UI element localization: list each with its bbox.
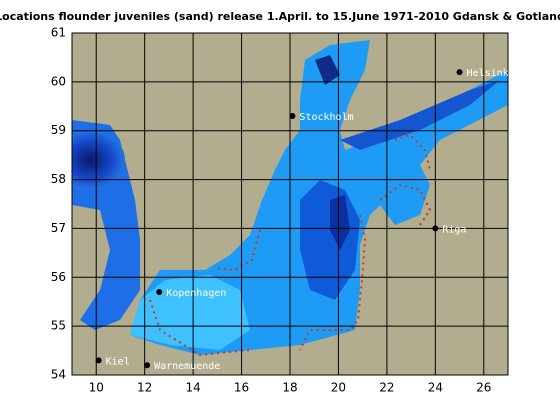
y-tick-label: 60 [51,74,66,88]
map-area [72,33,508,375]
city-marker [156,288,163,295]
city-marker [289,113,296,120]
y-tick-label: 59 [51,123,66,137]
map-title: Locations flounder juveniles (sand) rele… [0,10,560,23]
x-tick-label: 24 [428,381,443,395]
x-tick-label: 18 [282,381,297,395]
sea-deep [315,55,340,85]
city-label: Helsink [467,68,509,79]
y-tick-label: 55 [51,319,66,333]
city-marker [144,362,151,369]
city-label: Kopenhagen [166,288,226,299]
city-label: Stockholm [299,112,353,123]
city-label: Kiel [106,356,130,367]
release-points [149,133,432,357]
city-marker [456,69,463,76]
y-tick-label: 56 [51,270,66,284]
cities: Helsink Stockholm Riga Kopenhagen Kiel Warnem… [95,68,509,372]
y-tick-label: 57 [51,221,66,235]
y-tick-label: 54 [51,368,66,382]
y-tick-label: 58 [51,172,66,186]
sea-deep [72,130,125,190]
y-tick-label: 61 [51,26,66,40]
sea-deep [330,195,350,250]
x-tick-label: 16 [234,381,249,395]
city-label: Warnemuende [154,361,220,372]
x-tick-label: 22 [379,381,394,395]
x-tick-label: 12 [137,381,152,395]
city-marker [432,225,439,232]
x-tick-label: 20 [331,381,346,395]
city-label: Riga [442,224,466,235]
x-tick-label: 26 [476,381,491,395]
x-tick-label: 10 [89,381,104,395]
x-tick-label: 14 [185,381,200,395]
sea-deep [340,80,500,150]
city-marker [95,357,102,364]
